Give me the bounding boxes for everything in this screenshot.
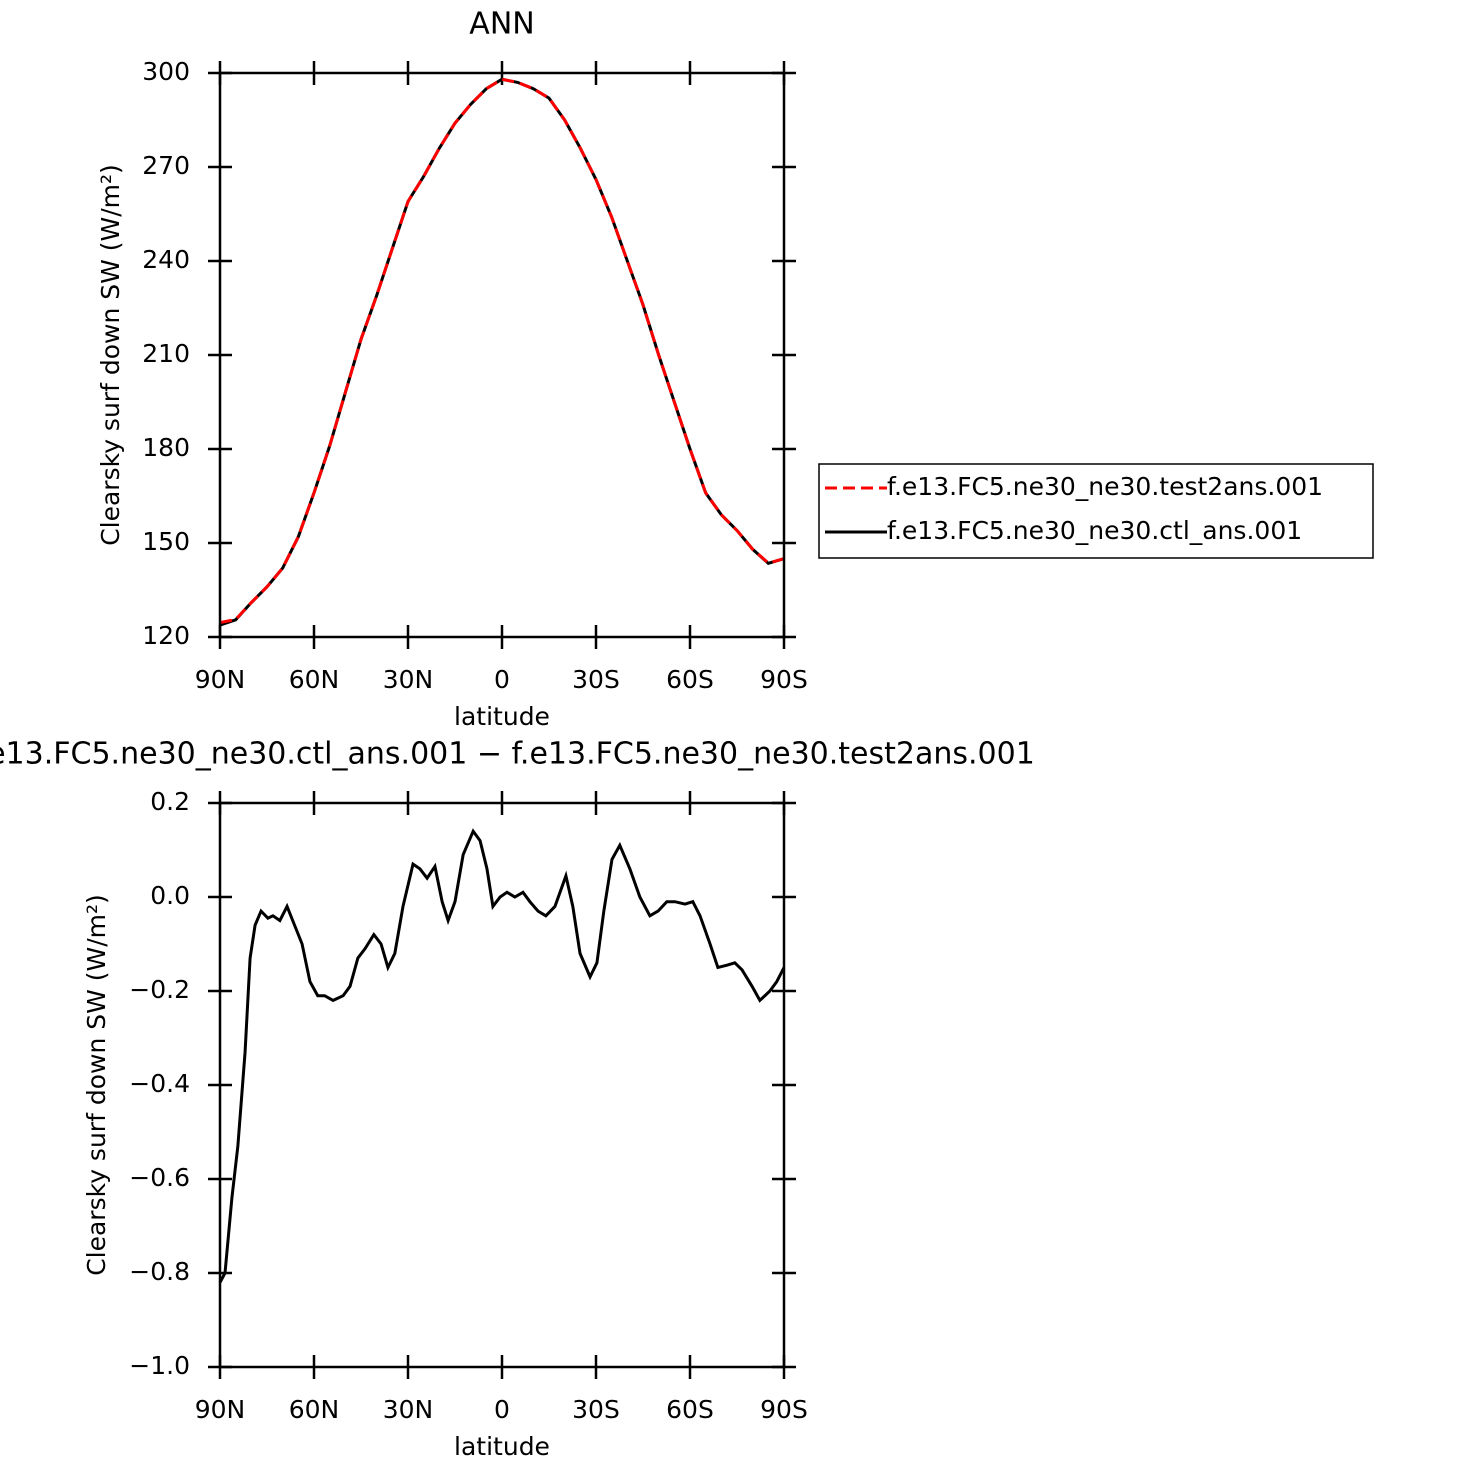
chart-title: ANN (469, 7, 534, 42)
y-tick-label: 210 (142, 339, 190, 368)
x-tick-label: 60S (666, 665, 714, 694)
y-tick-label: −0.8 (129, 1257, 190, 1286)
x-tick-label: 30S (572, 665, 620, 694)
y-tick-label: 240 (142, 245, 190, 274)
legend-label: f.e13.FC5.ne30_ne30.ctl_ans.001 (887, 516, 1302, 545)
y-tick-label: 300 (142, 57, 190, 86)
legend-box (818, 463, 1374, 559)
x-axis-label: latitude (454, 1432, 550, 1461)
data-line (219, 77, 785, 627)
y-tick-label: −0.2 (129, 975, 190, 1004)
x-tick-label: 30N (383, 665, 434, 694)
x-tick-label: 90N (195, 1395, 246, 1424)
x-tick-label: 90N (195, 665, 246, 694)
chart-title: f.e13.FC5.ne30_ne30.ctl_ans.001 − f.e13.… (0, 737, 1035, 772)
y-tick-label: 150 (142, 527, 190, 556)
x-tick-label: 60S (666, 1395, 714, 1424)
y-tick-label: 180 (142, 433, 190, 462)
y-tick-label: 120 (142, 621, 190, 650)
y-tick-label: 270 (142, 151, 190, 180)
y-tick-label: 0.2 (150, 787, 190, 816)
x-tick-label: 30S (572, 1395, 620, 1424)
x-tick-label: 30N (383, 1395, 434, 1424)
x-tick-label: 0 (494, 665, 510, 694)
data-line (218, 828, 786, 1284)
x-tick-label: 60N (289, 665, 340, 694)
y-tick-label: −0.4 (129, 1069, 190, 1098)
x-axis-label: latitude (454, 702, 550, 731)
y-tick-label: −1.0 (129, 1351, 190, 1380)
plot-frame (218, 801, 786, 1369)
plot-frame (218, 71, 786, 639)
y-axis-label: Clearsky surf down SW (W/m²) (96, 164, 125, 546)
data-line (219, 77, 785, 625)
x-tick-label: 0 (494, 1395, 510, 1424)
y-tick-label: −0.6 (129, 1163, 190, 1192)
y-tick-label: 0.0 (150, 881, 190, 910)
y-axis-label: Clearsky surf down SW (W/m²) (82, 894, 111, 1276)
legend-label: f.e13.FC5.ne30_ne30.test2ans.001 (887, 472, 1323, 501)
x-tick-label: 60N (289, 1395, 340, 1424)
x-tick-label: 90S (760, 665, 808, 694)
x-tick-label: 90S (760, 1395, 808, 1424)
